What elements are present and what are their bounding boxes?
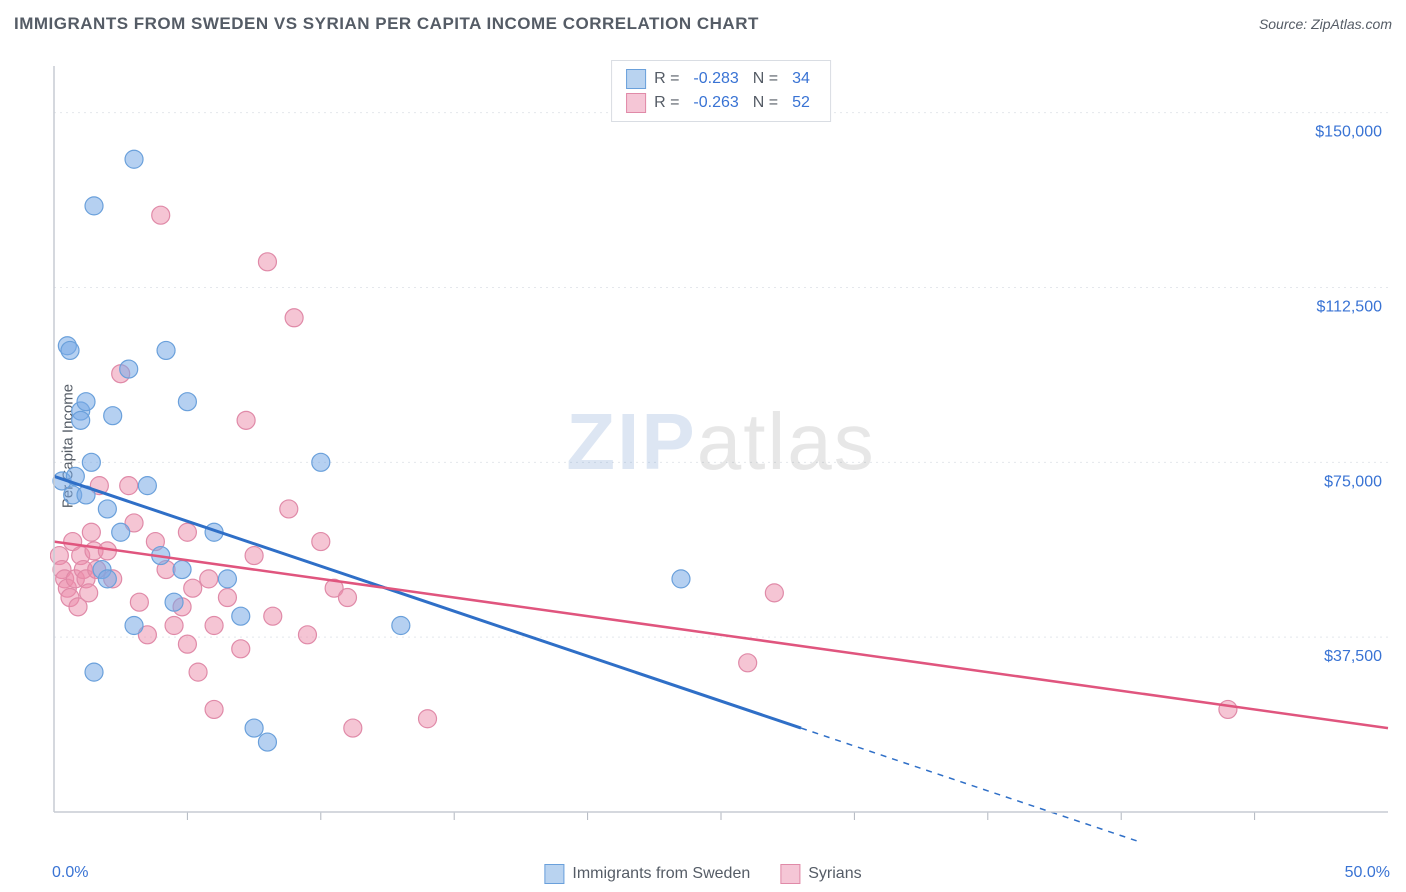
plot-svg: $37,500 $75,000 $112,500 $150,000 (50, 60, 1392, 842)
source-attribution: Source: ZipAtlas.com (1259, 16, 1392, 32)
legend-item-sweden: Immigrants from Sweden (544, 864, 750, 884)
x-axis-min-label: 0.0% (52, 864, 88, 882)
x-axis-max-label: 50.0% (1345, 864, 1390, 882)
correlation-legend: R = -0.283 N = 34 R = -0.263 N = 52 (611, 60, 831, 122)
r-value-syrians: -0.263 (687, 91, 744, 115)
r-label: R = (654, 67, 679, 91)
source-label: Source: (1259, 16, 1311, 32)
n-label: N = (753, 91, 778, 115)
n-label: N = (753, 67, 778, 91)
legend-item-syrians: Syrians (780, 864, 861, 884)
svg-text:$150,000: $150,000 (1315, 124, 1382, 141)
n-value-sweden: 34 (786, 67, 816, 91)
swatch-syrians-icon (780, 864, 800, 884)
source-value: ZipAtlas.com (1311, 16, 1392, 32)
legend-row-syrians: R = -0.263 N = 52 (626, 91, 816, 115)
svg-text:$37,500: $37,500 (1324, 648, 1382, 665)
chart-header: IMMIGRANTS FROM SWEDEN VS SYRIAN PER CAP… (14, 14, 1392, 34)
r-value-sweden: -0.283 (687, 67, 744, 91)
swatch-sweden (626, 69, 646, 89)
r-label: R = (654, 91, 679, 115)
legend-label-sweden: Immigrants from Sweden (572, 865, 750, 883)
svg-text:$75,000: $75,000 (1324, 473, 1382, 490)
legend-row-sweden: R = -0.283 N = 34 (626, 67, 816, 91)
swatch-syrians (626, 93, 646, 113)
svg-text:$112,500: $112,500 (1316, 298, 1382, 315)
scatter-chart: $37,500$75,000$112,500$150,000 ZIPatlas … (50, 60, 1392, 842)
chart-title: IMMIGRANTS FROM SWEDEN VS SYRIAN PER CAP… (14, 14, 759, 34)
legend-label-syrians: Syrians (808, 865, 861, 883)
n-value-syrians: 52 (786, 91, 816, 115)
series-legend: Immigrants from Sweden Syrians (544, 864, 861, 884)
swatch-sweden-icon (544, 864, 564, 884)
